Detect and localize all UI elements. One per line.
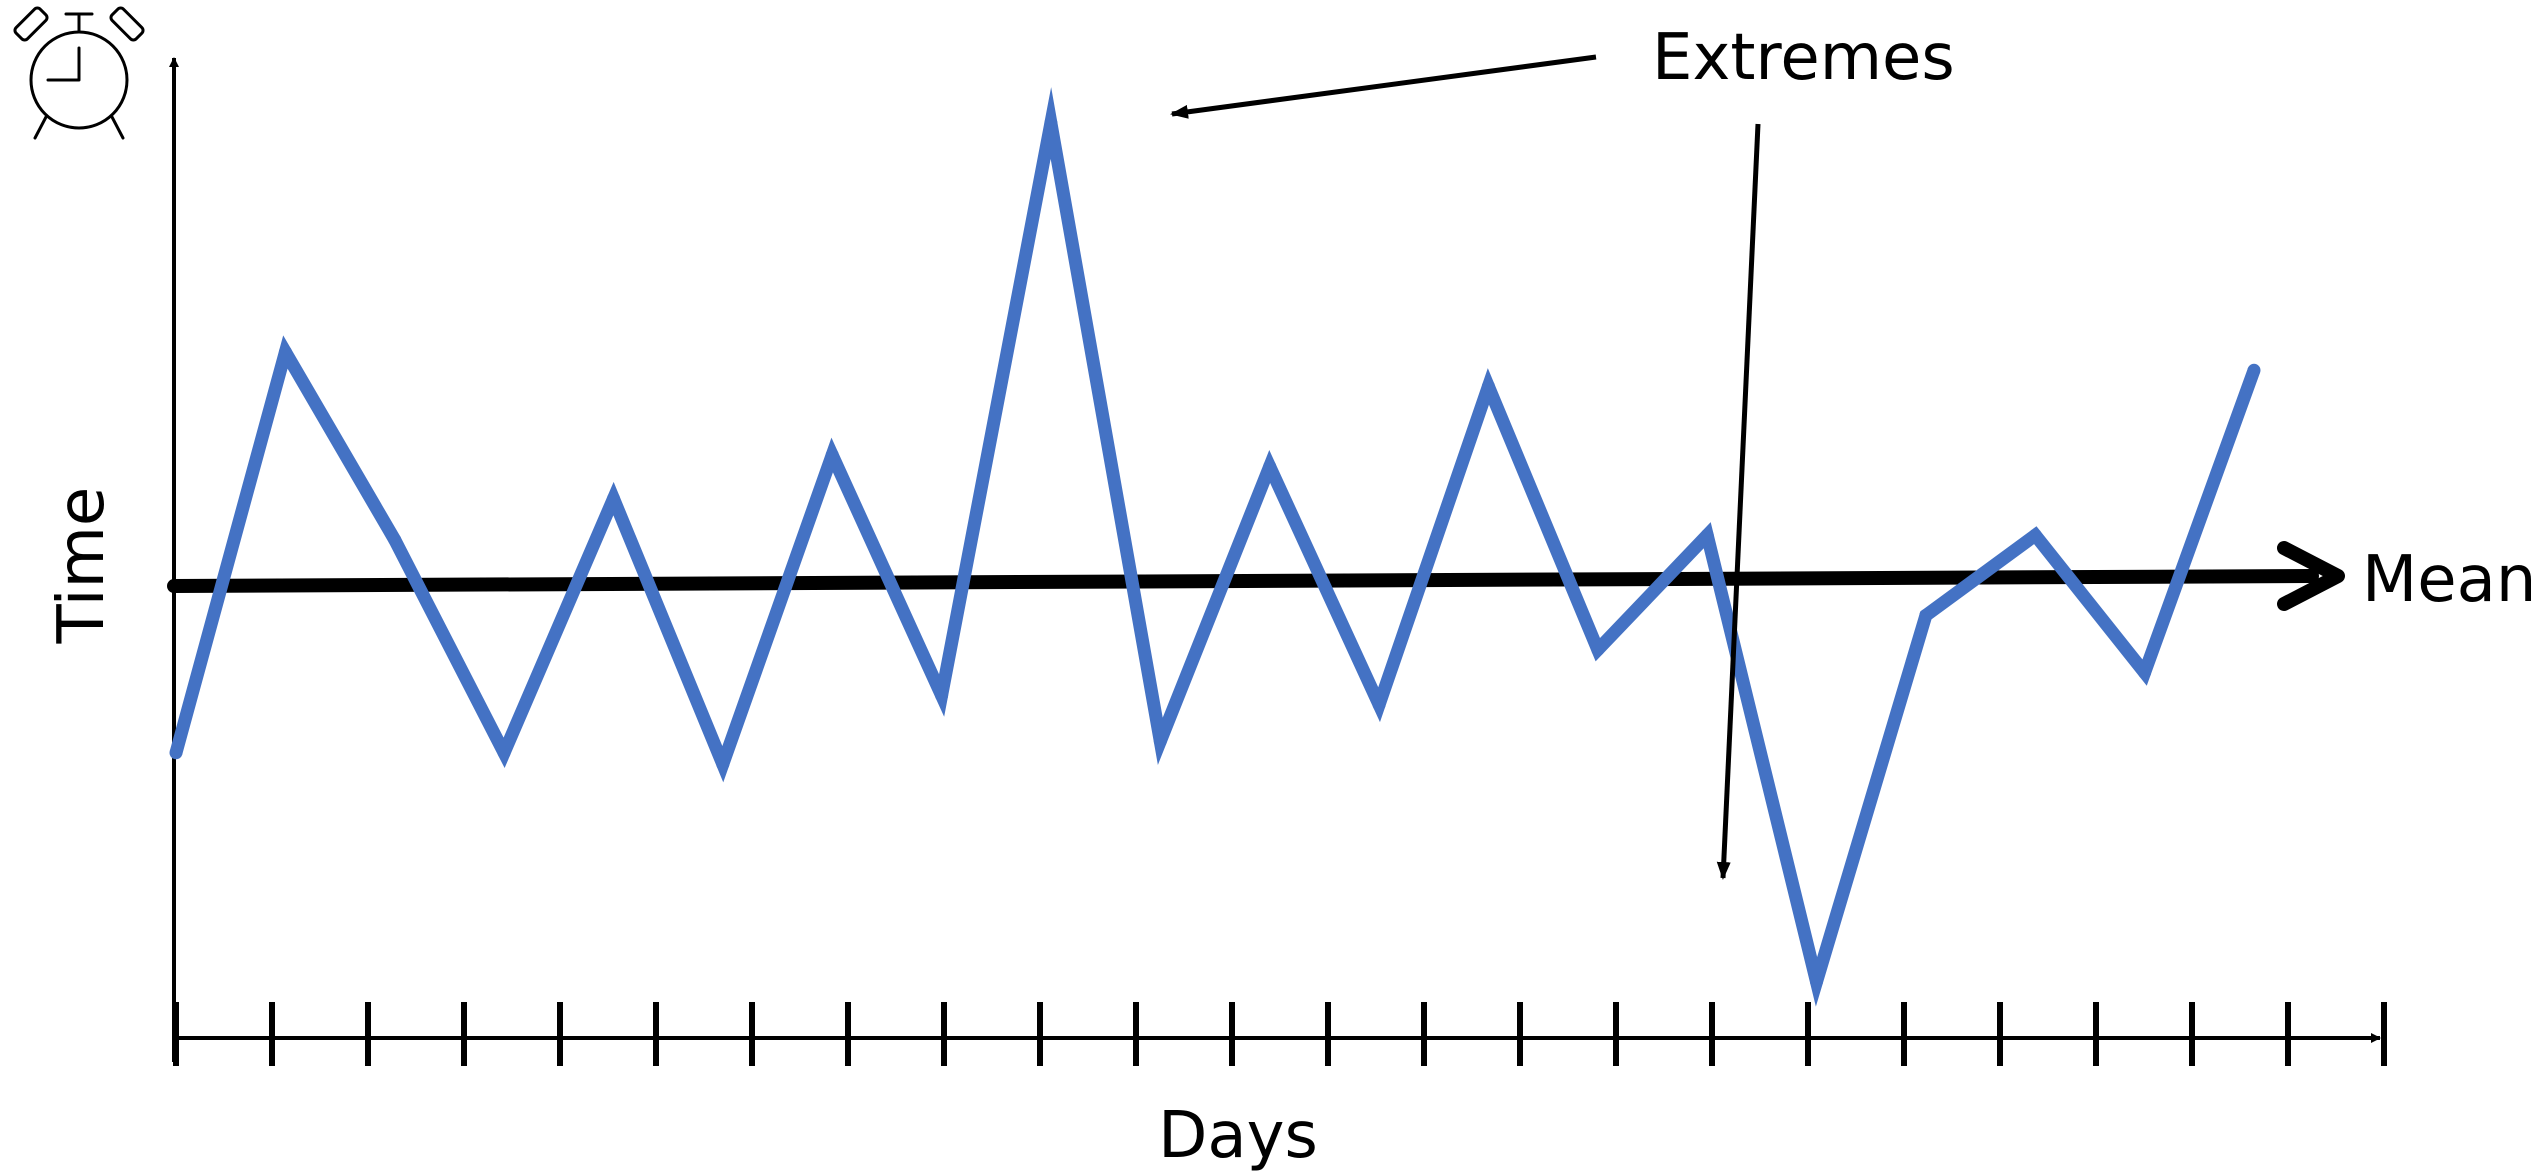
series-line <box>169 87 2261 1007</box>
data-point <box>2138 666 2152 680</box>
mean-arrow-head <box>2277 541 2345 611</box>
data-point <box>1481 379 1495 393</box>
data-point <box>388 533 402 547</box>
data-point <box>497 746 511 760</box>
data-point <box>278 345 292 359</box>
series-points <box>169 116 2261 989</box>
data-point <box>935 689 949 702</box>
x-axis-ticks <box>173 1002 2387 1066</box>
data-point <box>1700 528 1714 542</box>
data-point <box>1263 460 1277 473</box>
data-point <box>607 492 620 506</box>
extremes-label: Extremes <box>1652 21 1955 95</box>
data-point <box>716 757 730 771</box>
y-axis-label: Time <box>45 487 119 645</box>
x-axis-label: Days <box>1158 1099 1318 1171</box>
data-point <box>169 746 183 760</box>
data-point <box>1810 975 1823 989</box>
extreme-high-arrow <box>1170 54 1597 119</box>
data-point <box>1591 643 1605 657</box>
extreme-low-arrow <box>1716 123 1761 880</box>
data-point <box>2247 363 2261 377</box>
data-point <box>1372 698 1386 712</box>
data-point <box>1044 116 1058 130</box>
data-point <box>825 448 839 462</box>
alarm-clock-icon <box>13 6 145 140</box>
data-point <box>1919 608 1933 622</box>
mean-line <box>167 569 2319 593</box>
data-point <box>1153 734 1167 748</box>
mean-label: Mean <box>2362 543 2536 617</box>
data-point <box>2028 528 2042 542</box>
